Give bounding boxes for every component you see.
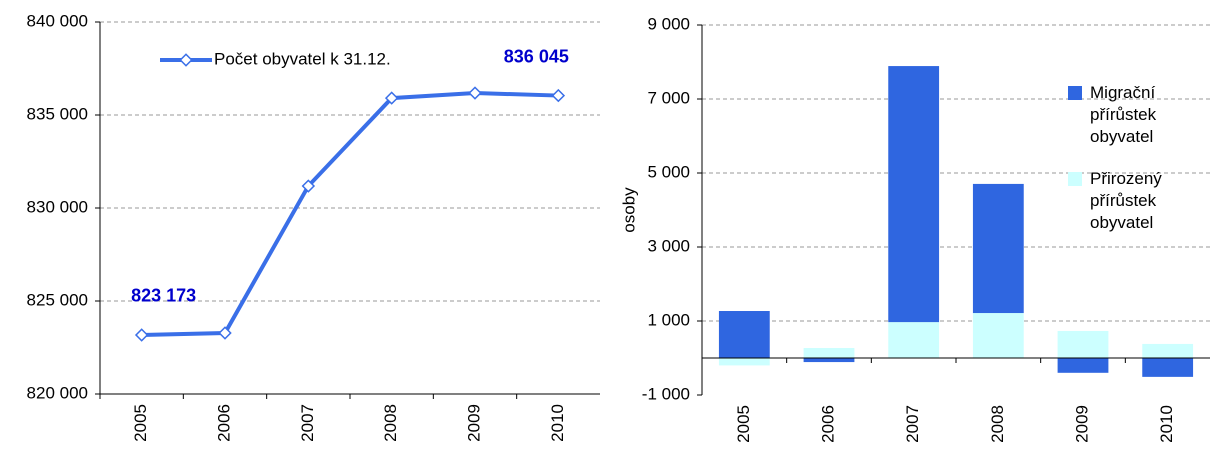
- x-tick-label: 2010: [1157, 405, 1176, 443]
- y-tick-label: 7 000: [647, 88, 690, 107]
- marker: [218, 326, 232, 340]
- x-tick-label: 2005: [131, 404, 150, 442]
- marker: [468, 86, 482, 100]
- y-axis-label: osoby: [619, 187, 638, 233]
- bar-segment: [718, 311, 770, 358]
- bar-segment: [888, 66, 940, 323]
- y-tick-label: 9 000: [647, 14, 690, 33]
- y-tick-label: 835 000: [27, 104, 88, 123]
- x-tick-label: 2008: [381, 404, 400, 442]
- value-label: 836 045: [504, 46, 569, 66]
- bar-segment: [1142, 358, 1194, 377]
- y-tick-label: 1 000: [647, 310, 690, 329]
- x-tick-label: 2006: [818, 405, 837, 443]
- x-tick-label: 2008: [988, 405, 1007, 443]
- marker: [551, 88, 566, 103]
- x-tick-label: 2006: [214, 404, 233, 442]
- legend-swatch: [1068, 86, 1082, 100]
- legend-swatch: [1068, 172, 1082, 186]
- y-tick-label: 3 000: [647, 236, 690, 255]
- marker: [301, 179, 316, 193]
- legend-marker: [179, 53, 193, 67]
- bar-segment: [972, 313, 1024, 358]
- y-tick-label: 840 000: [27, 11, 88, 30]
- bar-segment: [718, 358, 770, 366]
- bar-segment: [1142, 343, 1194, 358]
- y-tick-label: 5 000: [647, 162, 690, 181]
- bar-segment: [1057, 358, 1109, 373]
- legend-label: Počet obyvatel k 31.12.: [214, 49, 391, 68]
- legend-label: Migrační přírůstek obyvatel: [1090, 83, 1157, 146]
- marker: [384, 91, 399, 105]
- line: [141, 91, 559, 337]
- bar-segment: [803, 358, 855, 363]
- bar-segment: [803, 348, 855, 358]
- x-tick-label: 2009: [464, 404, 483, 442]
- legend-label: Přirozený přírůstek obyvatel: [1090, 169, 1162, 232]
- x-tick-label: 2007: [298, 404, 317, 442]
- x-tick-label: 2007: [903, 405, 922, 443]
- marker: [134, 328, 149, 342]
- x-tick-label: 2010: [548, 404, 567, 442]
- value-label: 823 173: [131, 286, 196, 306]
- y-tick-label: 830 000: [27, 197, 88, 216]
- bar-segment: [972, 183, 1024, 314]
- bar-segment: [1057, 330, 1109, 358]
- y-tick-label: -1 000: [642, 384, 690, 403]
- y-tick-label: 825 000: [27, 290, 88, 309]
- y-tick-label: 820 000: [27, 383, 88, 402]
- x-tick-label: 2005: [734, 405, 753, 443]
- x-tick-label: 2009: [1072, 405, 1091, 443]
- bar-segment: [888, 322, 940, 358]
